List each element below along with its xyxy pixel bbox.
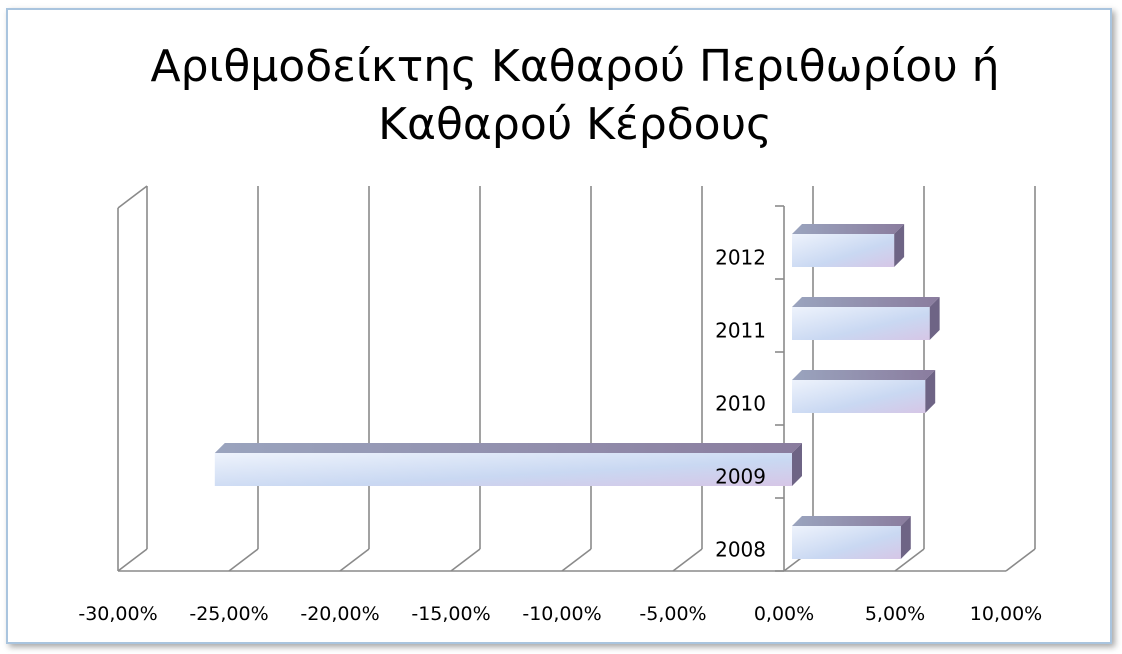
- floor-line-1: [228, 548, 259, 572]
- category-label-2009: 2009: [715, 465, 766, 489]
- x-tick-label-7: 5,00%: [865, 603, 925, 625]
- x-tick-label-1: -25,00%: [189, 603, 268, 625]
- bar-2012: [792, 224, 905, 267]
- axes: [118, 205, 1006, 572]
- bar-side-2011: [929, 297, 940, 340]
- floor-line-5: [672, 548, 703, 572]
- labels: 2008 2009 2010 2011 2012 -30,00% -25,00% -20,00…: [78, 246, 1042, 626]
- category-label-2010: 2010: [715, 392, 766, 416]
- x-tick-label-3: -15,00%: [411, 603, 490, 625]
- x-tick-label-4: -10,00%: [522, 603, 601, 625]
- bar-top-2011: [792, 297, 940, 307]
- floor-line-4: [561, 548, 592, 572]
- floor-line-8: [1005, 548, 1036, 572]
- side-wall-top: [117, 185, 148, 209]
- x-tick-label-5: -5,00%: [639, 603, 706, 625]
- bar-front-2010: [792, 380, 926, 413]
- chart-title: Αριθμοδείκτης Καθαρού Περιθωρίου ή Καθαρ…: [0, 38, 1122, 154]
- x-tick-label-6: 0,00%: [754, 603, 814, 625]
- bar-front-2009: [214, 453, 793, 486]
- bar-front-2008: [792, 526, 901, 559]
- bar-side-2008: [900, 516, 911, 559]
- bar-2009: [214, 443, 803, 486]
- x-tick-label-8: 10,00%: [970, 603, 1042, 625]
- chart-title-line-1: Αριθμοδείκτης Καθαρού Περιθωρίου ή: [150, 41, 1000, 92]
- category-label-2011: 2011: [715, 319, 766, 343]
- category-label-2012: 2012: [715, 246, 766, 270]
- bar-front-2012: [792, 234, 895, 267]
- bar-top-2009: [214, 443, 803, 453]
- chart-title-line-2: Καθαρού Κέρδους: [378, 99, 772, 150]
- bar-top-2012: [792, 224, 905, 234]
- bar-2008: [792, 516, 911, 559]
- bar-2010: [792, 370, 936, 413]
- x-tick-label-2: -20,00%: [300, 603, 379, 625]
- floor-line-3: [450, 548, 481, 572]
- bar-side-2009: [792, 443, 802, 486]
- bar-top-2008: [792, 516, 911, 526]
- bar-front-2011: [792, 307, 930, 340]
- bars: [214, 224, 940, 559]
- floor-line-7: [894, 548, 925, 572]
- bar-2011: [792, 297, 940, 340]
- floor-line-2: [339, 548, 370, 572]
- bar-side-2010: [925, 370, 936, 413]
- bar-top-2010: [792, 370, 936, 380]
- x-tick-label-0: -30,00%: [78, 603, 157, 625]
- category-label-2008: 2008: [715, 538, 766, 562]
- floor-line-0: [117, 548, 148, 572]
- bar-side-2012: [894, 224, 905, 267]
